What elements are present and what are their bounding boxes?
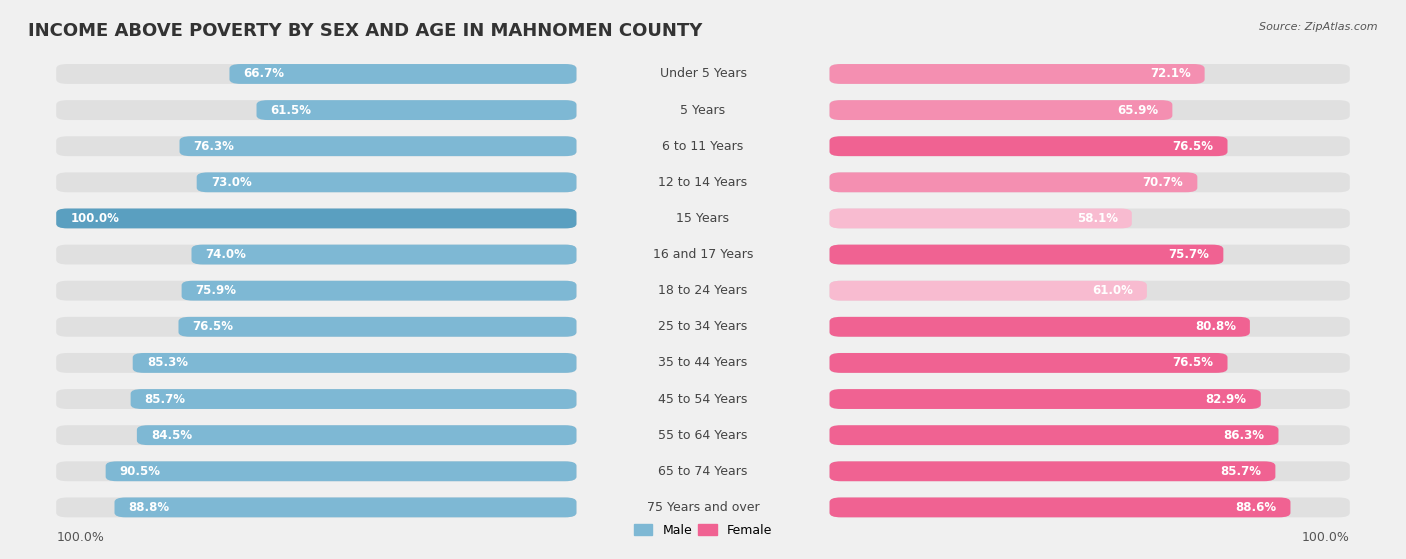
FancyBboxPatch shape	[229, 64, 576, 84]
FancyBboxPatch shape	[179, 317, 576, 337]
FancyBboxPatch shape	[56, 425, 576, 445]
FancyBboxPatch shape	[830, 498, 1350, 517]
FancyBboxPatch shape	[56, 64, 576, 84]
FancyBboxPatch shape	[830, 172, 1350, 192]
Text: 12 to 14 Years: 12 to 14 Years	[658, 176, 748, 189]
Text: 35 to 44 Years: 35 to 44 Years	[658, 357, 748, 369]
FancyBboxPatch shape	[830, 389, 1350, 409]
Text: 88.8%: 88.8%	[128, 501, 170, 514]
FancyBboxPatch shape	[56, 172, 576, 192]
FancyBboxPatch shape	[830, 172, 1198, 192]
FancyBboxPatch shape	[131, 389, 576, 409]
Text: 45 to 54 Years: 45 to 54 Years	[658, 392, 748, 405]
Legend: Male, Female: Male, Female	[628, 519, 778, 542]
FancyBboxPatch shape	[830, 317, 1250, 337]
FancyBboxPatch shape	[56, 209, 576, 229]
FancyBboxPatch shape	[830, 389, 1261, 409]
FancyBboxPatch shape	[256, 100, 576, 120]
Text: INCOME ABOVE POVERTY BY SEX AND AGE IN MAHNOMEN COUNTY: INCOME ABOVE POVERTY BY SEX AND AGE IN M…	[28, 22, 703, 40]
Text: 75.7%: 75.7%	[1168, 248, 1209, 261]
FancyBboxPatch shape	[56, 461, 576, 481]
FancyBboxPatch shape	[56, 281, 576, 301]
Text: 15 Years: 15 Years	[676, 212, 730, 225]
Text: 75.9%: 75.9%	[195, 284, 236, 297]
Text: 76.5%: 76.5%	[1173, 140, 1213, 153]
Text: 90.5%: 90.5%	[120, 465, 160, 478]
FancyBboxPatch shape	[830, 100, 1173, 120]
FancyBboxPatch shape	[56, 209, 576, 229]
FancyBboxPatch shape	[191, 245, 576, 264]
FancyBboxPatch shape	[830, 498, 1291, 517]
Text: 88.6%: 88.6%	[1236, 501, 1277, 514]
FancyBboxPatch shape	[56, 498, 576, 517]
Text: 61.0%: 61.0%	[1092, 284, 1133, 297]
Text: 85.7%: 85.7%	[145, 392, 186, 405]
FancyBboxPatch shape	[830, 353, 1227, 373]
FancyBboxPatch shape	[830, 136, 1350, 156]
FancyBboxPatch shape	[830, 245, 1223, 264]
FancyBboxPatch shape	[830, 461, 1350, 481]
FancyBboxPatch shape	[830, 425, 1278, 445]
FancyBboxPatch shape	[56, 353, 576, 373]
FancyBboxPatch shape	[830, 64, 1205, 84]
Text: 85.7%: 85.7%	[1220, 465, 1261, 478]
FancyBboxPatch shape	[830, 281, 1147, 301]
Text: 55 to 64 Years: 55 to 64 Years	[658, 429, 748, 442]
FancyBboxPatch shape	[180, 136, 576, 156]
Text: 25 to 34 Years: 25 to 34 Years	[658, 320, 748, 333]
Text: 100.0%: 100.0%	[70, 212, 120, 225]
Text: 18 to 24 Years: 18 to 24 Years	[658, 284, 748, 297]
Text: 73.0%: 73.0%	[211, 176, 252, 189]
Text: 61.5%: 61.5%	[270, 103, 312, 117]
Text: 5 Years: 5 Years	[681, 103, 725, 117]
FancyBboxPatch shape	[181, 281, 576, 301]
FancyBboxPatch shape	[830, 136, 1227, 156]
Text: 16 and 17 Years: 16 and 17 Years	[652, 248, 754, 261]
Text: 6 to 11 Years: 6 to 11 Years	[662, 140, 744, 153]
Text: 75 Years and over: 75 Years and over	[647, 501, 759, 514]
FancyBboxPatch shape	[197, 172, 576, 192]
FancyBboxPatch shape	[830, 281, 1350, 301]
Text: 58.1%: 58.1%	[1077, 212, 1118, 225]
FancyBboxPatch shape	[56, 100, 576, 120]
Text: 65 to 74 Years: 65 to 74 Years	[658, 465, 748, 478]
FancyBboxPatch shape	[830, 209, 1350, 229]
FancyBboxPatch shape	[56, 317, 576, 337]
Text: 100.0%: 100.0%	[1302, 531, 1350, 544]
FancyBboxPatch shape	[830, 461, 1275, 481]
FancyBboxPatch shape	[136, 425, 576, 445]
FancyBboxPatch shape	[830, 245, 1350, 264]
FancyBboxPatch shape	[830, 317, 1350, 337]
Text: 84.5%: 84.5%	[150, 429, 193, 442]
Text: 82.9%: 82.9%	[1206, 392, 1247, 405]
Text: 76.5%: 76.5%	[193, 320, 233, 333]
Text: 66.7%: 66.7%	[243, 68, 284, 80]
FancyBboxPatch shape	[830, 64, 1350, 84]
FancyBboxPatch shape	[56, 136, 576, 156]
FancyBboxPatch shape	[56, 389, 576, 409]
Text: 76.3%: 76.3%	[194, 140, 235, 153]
Text: 80.8%: 80.8%	[1195, 320, 1236, 333]
FancyBboxPatch shape	[56, 245, 576, 264]
FancyBboxPatch shape	[830, 425, 1350, 445]
FancyBboxPatch shape	[105, 461, 576, 481]
FancyBboxPatch shape	[830, 209, 1132, 229]
Text: 76.5%: 76.5%	[1173, 357, 1213, 369]
Text: 74.0%: 74.0%	[205, 248, 246, 261]
Text: Source: ZipAtlas.com: Source: ZipAtlas.com	[1260, 22, 1378, 32]
FancyBboxPatch shape	[114, 498, 576, 517]
Text: 100.0%: 100.0%	[56, 531, 104, 544]
Text: 72.1%: 72.1%	[1150, 68, 1191, 80]
Text: 86.3%: 86.3%	[1223, 429, 1264, 442]
Text: 65.9%: 65.9%	[1118, 103, 1159, 117]
Text: 85.3%: 85.3%	[146, 357, 188, 369]
FancyBboxPatch shape	[132, 353, 576, 373]
Text: 70.7%: 70.7%	[1143, 176, 1184, 189]
Text: Under 5 Years: Under 5 Years	[659, 68, 747, 80]
FancyBboxPatch shape	[830, 100, 1350, 120]
FancyBboxPatch shape	[830, 353, 1350, 373]
